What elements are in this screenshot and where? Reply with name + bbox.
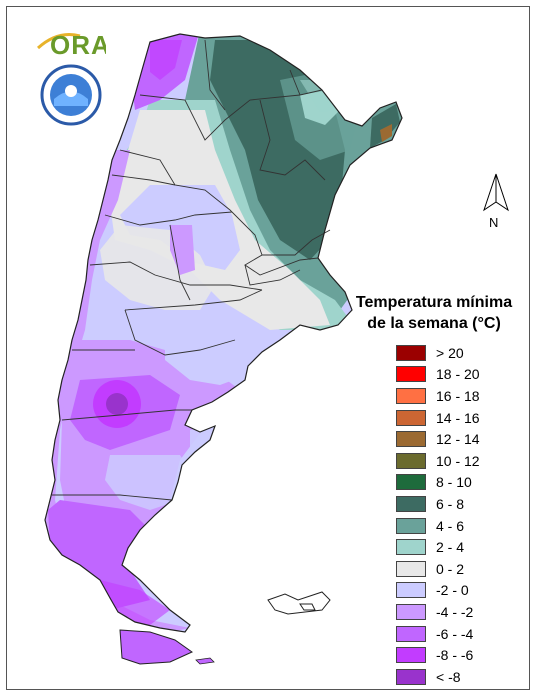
legend-item: > 20 [396, 342, 524, 364]
north-arrow-icon: N [483, 173, 509, 230]
legend-range-label: -8 - -6 [436, 647, 474, 664]
legend-range-label: 18 - 20 [436, 366, 480, 383]
malvinas-islands [267, 591, 331, 615]
north-arrow-label: N [489, 215, 498, 230]
ora-logo-text: ORA [50, 30, 106, 56]
legend-swatch [396, 539, 426, 556]
legend-item: 2 - 4 [396, 536, 524, 558]
legend-list: > 20 18 - 20 16 - 18 14 - 16 12 - 14 10 - 12 8… [396, 342, 524, 688]
legend-range-label: 6 - 8 [436, 495, 465, 512]
legend-title-line1: Temperatura mínima [355, 294, 513, 311]
legend-range-label: > 20 [436, 344, 464, 361]
legend-item: -6 - -4 [396, 623, 524, 645]
legend-swatch [396, 366, 426, 383]
legend-range-label: 0 - 2 [436, 560, 465, 577]
legend-swatch [396, 344, 426, 361]
legend-swatch [396, 474, 426, 491]
legend-range-label: < -8 [436, 668, 461, 685]
legend-swatch [396, 647, 426, 664]
legend-swatch [396, 625, 426, 642]
legend-range-label: -2 - 0 [436, 582, 469, 599]
legend-range-label: -4 - -2 [436, 603, 474, 620]
legend-range-label: 12 - 14 [436, 431, 480, 448]
legend-swatch [396, 409, 426, 426]
legend-item: 8 - 10 [396, 472, 524, 494]
legend-item: 14 - 16 [396, 407, 524, 429]
legend: Temperatura mínima de la semana (°C) > 2… [344, 292, 524, 688]
legend-item: 12 - 14 [396, 428, 524, 450]
legend-range-label: 10 - 12 [436, 452, 480, 469]
legend-item: 10 - 12 [396, 450, 524, 472]
legend-item: -8 - -6 [396, 644, 524, 666]
legend-item: -2 - 0 [396, 580, 524, 602]
legend-swatch [396, 582, 426, 599]
legend-swatch [396, 517, 426, 534]
legend-range-label: 2 - 4 [436, 539, 465, 556]
legend-swatch [396, 560, 426, 577]
legend-swatch [396, 495, 426, 512]
ora-logo: ORA [36, 30, 106, 56]
legend-item: 0 - 2 [396, 558, 524, 580]
legend-item: 4 - 6 [396, 515, 524, 537]
legend-title-line2: de la semana (°C) [367, 315, 501, 332]
legend-item: 18 - 20 [396, 364, 524, 386]
legend-swatch [396, 431, 426, 448]
legend-range-label: 4 - 6 [436, 517, 465, 534]
legend-range-label: -6 - -4 [436, 625, 474, 642]
legend-range-label: 16 - 18 [436, 387, 480, 404]
legend-item: 6 - 8 [396, 493, 524, 515]
legend-item: 16 - 18 [396, 385, 524, 407]
tierra-del-fuego [119, 629, 194, 665]
legend-swatch [396, 603, 426, 620]
legend-range-label: 8 - 10 [436, 474, 472, 491]
legend-swatch [396, 387, 426, 404]
legend-item: < -8 [396, 666, 524, 688]
legend-item: -4 - -2 [396, 601, 524, 623]
legend-range-label: 14 - 16 [436, 409, 480, 426]
legend-swatch [396, 452, 426, 469]
smn-argentina-seal [40, 64, 102, 126]
province-borders [52, 39, 331, 501]
legend-swatch [396, 668, 426, 685]
